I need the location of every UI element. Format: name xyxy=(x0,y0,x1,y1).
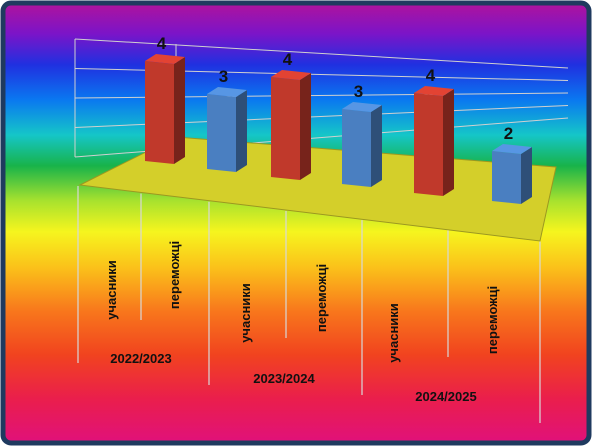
bar-top xyxy=(271,70,311,80)
bar-top xyxy=(492,144,532,154)
bar-side xyxy=(521,147,532,204)
bar-side xyxy=(443,89,454,196)
bar xyxy=(207,87,247,172)
bar-front xyxy=(492,151,521,204)
bar-top xyxy=(342,102,382,112)
data-label: 4 xyxy=(283,50,293,69)
category-label: учасники xyxy=(104,260,119,320)
gridline xyxy=(74,38,569,69)
bar-front xyxy=(271,77,300,180)
bar-front xyxy=(207,94,236,172)
category-label: переможці xyxy=(167,241,182,309)
data-label: 3 xyxy=(219,67,228,86)
bar xyxy=(271,70,311,180)
labels: 4 3 4 3 4 2 учасники переможці учасники переможці… xyxy=(104,34,513,404)
bar-front xyxy=(342,109,371,187)
bar-top xyxy=(145,54,185,64)
group-label: 2024/2025 xyxy=(415,389,476,404)
bar xyxy=(342,102,382,187)
bar-front xyxy=(145,61,174,164)
category-label: переможці xyxy=(485,286,500,354)
category-dividers xyxy=(77,186,541,423)
bar xyxy=(414,86,454,196)
bar-side xyxy=(236,90,247,172)
bar-side xyxy=(174,57,185,164)
bar-top xyxy=(207,87,247,97)
category-label: учасники xyxy=(238,283,253,343)
bar xyxy=(492,144,532,204)
category-label: переможці xyxy=(314,264,329,332)
data-label: 4 xyxy=(426,66,436,85)
bar-top xyxy=(414,86,454,96)
data-label: 2 xyxy=(504,124,513,143)
bar-side xyxy=(300,73,311,180)
bars xyxy=(145,54,532,204)
category-label: учасники xyxy=(386,303,401,363)
data-label: 3 xyxy=(354,82,363,101)
bar-side xyxy=(371,105,382,187)
bar-front xyxy=(414,93,443,196)
group-label: 2023/2024 xyxy=(253,371,315,386)
bar xyxy=(145,54,185,164)
group-label: 2022/2023 xyxy=(110,351,171,366)
data-label: 4 xyxy=(157,34,167,53)
